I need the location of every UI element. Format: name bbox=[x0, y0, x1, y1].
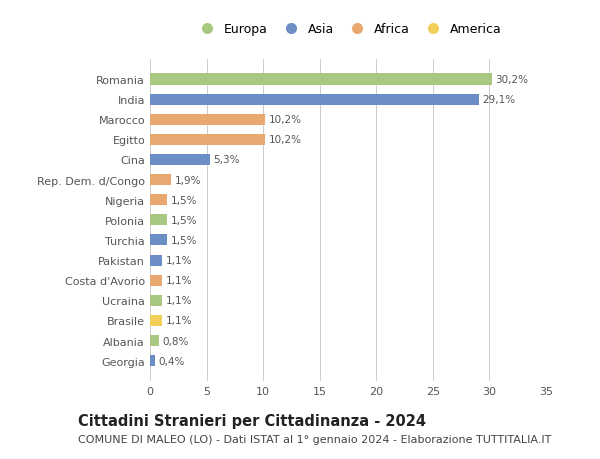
Bar bbox=[150, 215, 167, 226]
Text: 1,1%: 1,1% bbox=[166, 275, 193, 285]
Text: 1,9%: 1,9% bbox=[175, 175, 202, 185]
Text: 1,5%: 1,5% bbox=[170, 215, 197, 225]
Text: 1,5%: 1,5% bbox=[170, 195, 197, 205]
Text: 30,2%: 30,2% bbox=[495, 75, 528, 85]
Bar bbox=[150, 275, 163, 286]
Text: 5,3%: 5,3% bbox=[214, 155, 240, 165]
Text: 0,4%: 0,4% bbox=[158, 356, 184, 366]
Bar bbox=[150, 114, 265, 125]
Bar bbox=[150, 295, 163, 306]
Text: 10,2%: 10,2% bbox=[269, 115, 302, 125]
Text: 1,1%: 1,1% bbox=[166, 316, 193, 326]
Text: Cittadini Stranieri per Cittadinanza - 2024: Cittadini Stranieri per Cittadinanza - 2… bbox=[78, 413, 426, 428]
Bar bbox=[150, 335, 159, 346]
Text: 1,5%: 1,5% bbox=[170, 235, 197, 246]
Text: 10,2%: 10,2% bbox=[269, 135, 302, 145]
Bar bbox=[150, 74, 491, 85]
Bar bbox=[150, 195, 167, 206]
Text: 0,8%: 0,8% bbox=[163, 336, 189, 346]
Bar bbox=[150, 174, 172, 186]
Bar bbox=[150, 235, 167, 246]
Text: 1,1%: 1,1% bbox=[166, 256, 193, 265]
Bar bbox=[150, 95, 479, 106]
Text: 1,1%: 1,1% bbox=[166, 296, 193, 306]
Legend: Europa, Asia, Africa, America: Europa, Asia, Africa, America bbox=[191, 21, 505, 39]
Text: 29,1%: 29,1% bbox=[482, 95, 516, 105]
Bar bbox=[150, 255, 163, 266]
Bar bbox=[150, 315, 163, 326]
Text: COMUNE DI MALEO (LO) - Dati ISTAT al 1° gennaio 2024 - Elaborazione TUTTITALIA.I: COMUNE DI MALEO (LO) - Dati ISTAT al 1° … bbox=[78, 434, 551, 444]
Bar bbox=[150, 355, 155, 366]
Bar bbox=[150, 155, 210, 166]
Bar bbox=[150, 134, 265, 146]
